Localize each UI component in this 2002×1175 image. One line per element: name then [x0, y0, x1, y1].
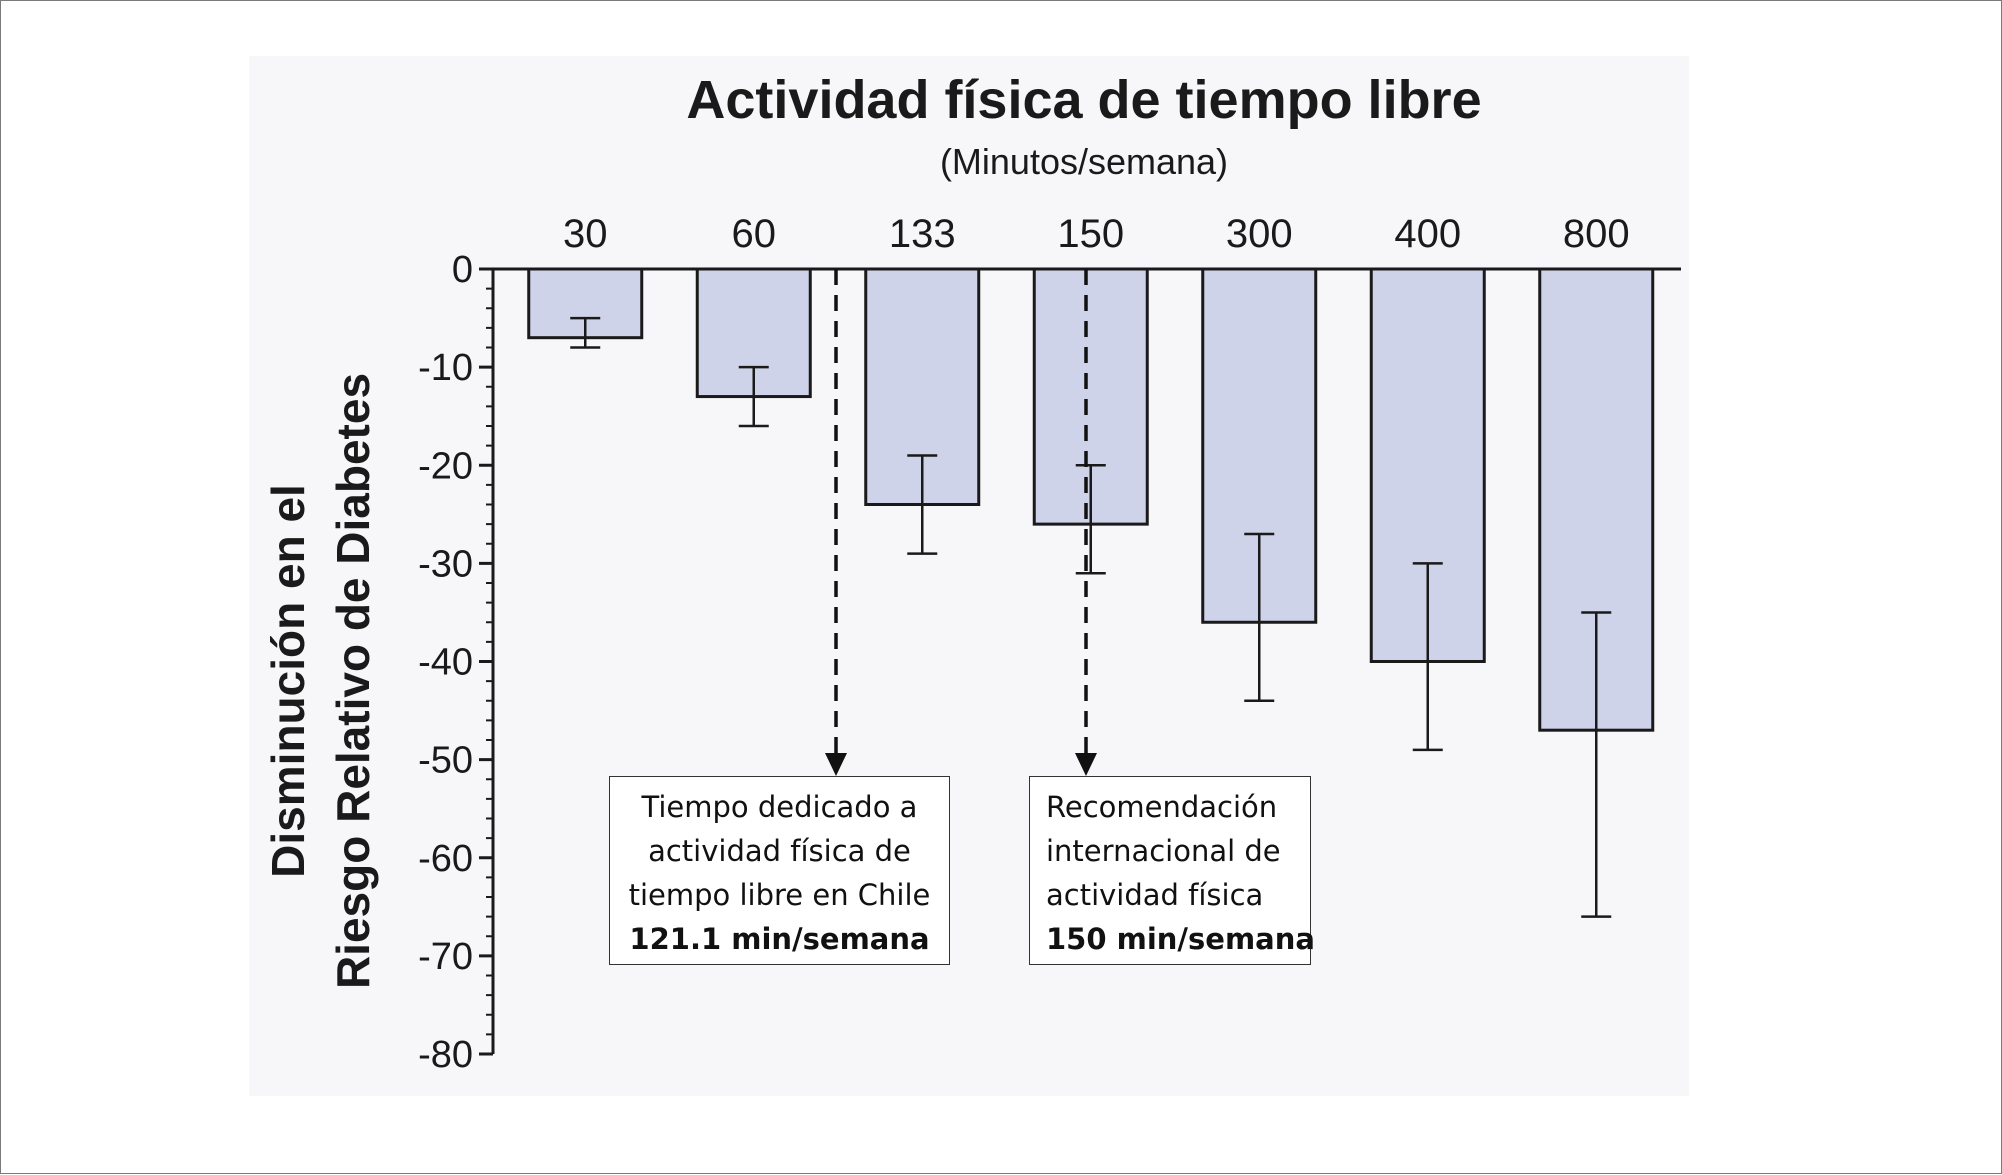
bar [1369, 267, 1486, 663]
y-tick-label: -30 [418, 543, 473, 585]
y-tick-label: -10 [418, 347, 473, 389]
annotation-recommendation-line-2: internacional de [1046, 834, 1281, 868]
annotation-chile: Tiempo dedicado a actividad física de ti… [609, 776, 950, 965]
y-tick-label: 0 [452, 249, 473, 291]
annotation-chile-value: 121.1 min/semana [629, 922, 930, 956]
y-axis-label-line-2: Riesgo Relativo de Diabetes [327, 373, 379, 989]
y-axis-label-line-1: Disminución en el [262, 484, 314, 878]
x-tick-label: 400 [1394, 212, 1461, 256]
annotation-recommendation-line-1: Recomendación [1046, 790, 1278, 824]
chart-subtitle: (Minutos/semana) [940, 141, 1228, 182]
y-tick-label: -70 [418, 936, 473, 978]
annotation-arrows [825, 269, 1097, 776]
y-tick-label: -80 [418, 1034, 473, 1076]
bar [695, 267, 812, 399]
annotation-chile-line-1: Tiempo dedicado a [641, 790, 918, 824]
chart-title: Actividad física de tiempo libre [686, 70, 1481, 130]
annotation-recommendation-value: 150 min/semana [1046, 922, 1315, 956]
y-tick-label: -20 [418, 445, 473, 487]
arrow-recommendation-head [1075, 753, 1097, 776]
y-tick-label: -60 [418, 838, 473, 880]
bars [527, 267, 1655, 918]
y-tick-label: -50 [418, 740, 473, 782]
annotation-recommendation: Recomendación internacional de actividad… [1029, 776, 1315, 965]
x-tick-label: 133 [889, 212, 956, 256]
y-tick-label: -40 [418, 642, 473, 684]
annotation-chile-line-3: tiempo libre en Chile [628, 878, 931, 912]
x-tick-label: 60 [732, 212, 777, 256]
arrow-chile-head [825, 753, 847, 776]
annotation-recommendation-line-3: actividad física [1046, 878, 1264, 912]
x-tick-label: 150 [1057, 212, 1124, 256]
x-tick-label: 800 [1563, 212, 1630, 256]
annotation-chile-line-2: actividad física de [648, 834, 911, 868]
x-tick-label: 30 [563, 212, 608, 256]
x-tick-label: 300 [1226, 212, 1293, 256]
